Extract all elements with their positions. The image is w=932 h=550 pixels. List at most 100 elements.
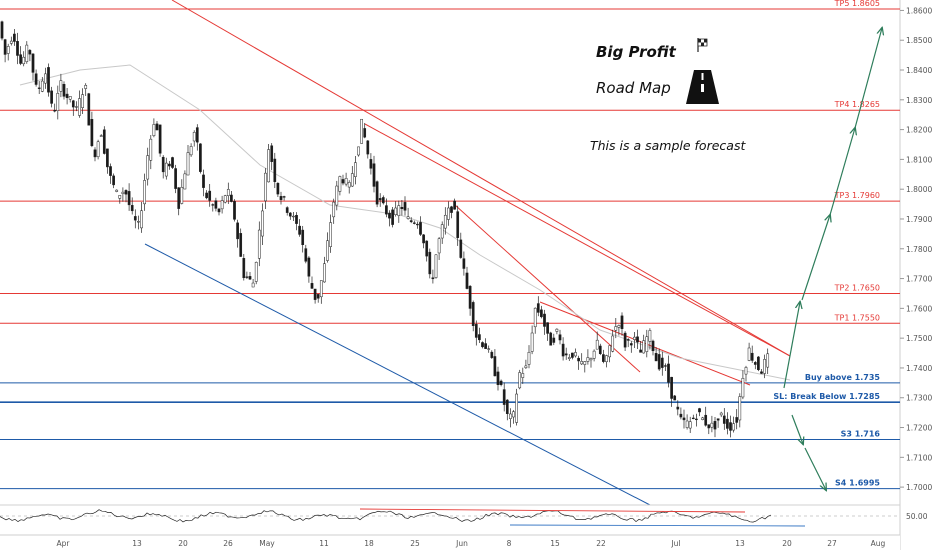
- price-tick-label: 1.75000: [906, 334, 932, 343]
- candle-body: [301, 229, 305, 246]
- candle-body: [419, 222, 422, 235]
- time-tick-label: 15: [550, 539, 560, 548]
- candle-body: [536, 303, 540, 313]
- candle-body: [211, 204, 215, 206]
- candle-body: [220, 200, 224, 210]
- candle-body: [651, 340, 655, 352]
- candle-body: [183, 173, 187, 190]
- trend-line: [171, 0, 791, 357]
- candle-body: [366, 140, 370, 155]
- candle-body: [561, 343, 565, 357]
- candle-body: [676, 406, 680, 410]
- candle-body: [629, 343, 633, 346]
- candle-body: [319, 280, 323, 298]
- price-tick-label: 1.84000: [906, 66, 932, 75]
- candle-body: [456, 211, 460, 238]
- forecast-arrow: [854, 28, 882, 129]
- candle-body: [146, 155, 150, 180]
- candle-body: [726, 418, 729, 429]
- price-tick-label: 1.78000: [906, 245, 932, 254]
- candle-body: [177, 187, 181, 209]
- candle-body: [332, 201, 336, 218]
- candle-body: [667, 363, 670, 383]
- candle-body: [115, 189, 119, 192]
- candle-body: [344, 178, 348, 185]
- candle-body: [13, 33, 16, 42]
- candle-body: [71, 100, 75, 108]
- candle-body: [186, 152, 190, 176]
- candle-body: [620, 315, 624, 329]
- candle-body: [527, 351, 531, 365]
- candle-body: [493, 356, 497, 377]
- time-tick-label: 20: [178, 539, 188, 548]
- forecast-arrow: [791, 414, 803, 444]
- candle-body: [226, 189, 230, 196]
- trend-line: [454, 204, 641, 373]
- candle-body: [586, 357, 590, 362]
- candle-body: [121, 191, 125, 194]
- candle-body: [25, 44, 29, 62]
- time-tick-label: May: [259, 539, 275, 548]
- candle-body: [239, 233, 243, 257]
- candle-body: [691, 417, 695, 420]
- price-tick-label: 1.76000: [906, 304, 932, 313]
- candle-body: [31, 53, 35, 73]
- candle-body: [763, 359, 766, 374]
- checkered-flag-icon: [697, 38, 708, 52]
- candle-body: [567, 357, 571, 359]
- candle-body: [453, 200, 456, 210]
- candle-body: [428, 251, 432, 275]
- candle-body: [654, 353, 658, 362]
- candle-body: [130, 205, 134, 212]
- candle-body: [633, 336, 636, 340]
- candle-body: [750, 352, 754, 361]
- candle-body: [0, 21, 4, 39]
- indicator-support-line: [509, 524, 806, 527]
- candle-body: [685, 420, 689, 428]
- candle-body: [245, 276, 249, 278]
- candle-body: [168, 163, 171, 167]
- candle-body: [660, 357, 664, 368]
- candle-body: [106, 148, 109, 168]
- candle-body: [602, 354, 605, 362]
- candle-body: [360, 118, 363, 144]
- candle-body: [363, 128, 367, 138]
- candle-body: [571, 352, 574, 358]
- candle-body: [741, 378, 745, 398]
- subtitle-road-map: Road Map: [596, 79, 671, 97]
- candle-body: [431, 277, 435, 280]
- candle-body: [174, 168, 177, 189]
- candle-body: [16, 41, 19, 56]
- candle-body: [468, 285, 472, 309]
- candle-body: [164, 162, 168, 177]
- candle-body: [257, 229, 261, 259]
- candle-body: [589, 358, 593, 361]
- candle-body: [412, 222, 416, 224]
- candle-body: [505, 399, 509, 414]
- price-tick-label: 1.81000: [906, 155, 932, 164]
- time-tick-label: 20: [782, 539, 792, 548]
- candle-body: [639, 349, 642, 353]
- candle-body: [93, 149, 97, 158]
- candle-body: [481, 342, 484, 348]
- candle-body: [40, 80, 44, 92]
- indicator-line: [0, 509, 772, 523]
- title-big-profit: Big Profit: [596, 43, 677, 61]
- candle-body: [710, 422, 714, 428]
- time-tick-label: 8: [507, 539, 512, 548]
- candle-body: [84, 85, 88, 89]
- candle-body: [735, 417, 739, 423]
- candle-body: [78, 98, 81, 116]
- candle-body: [171, 157, 174, 168]
- candles-group: [0, 20, 770, 438]
- candle-body: [75, 106, 78, 108]
- candle-body: [713, 421, 717, 430]
- candle-body: [558, 334, 562, 341]
- time-tick-label: 22: [596, 539, 606, 548]
- candle-body: [540, 309, 543, 318]
- candle-body: [682, 417, 686, 421]
- candle-body: [292, 215, 295, 218]
- candle-body: [233, 201, 236, 220]
- candle-body: [381, 197, 385, 204]
- candle-body: [642, 340, 646, 354]
